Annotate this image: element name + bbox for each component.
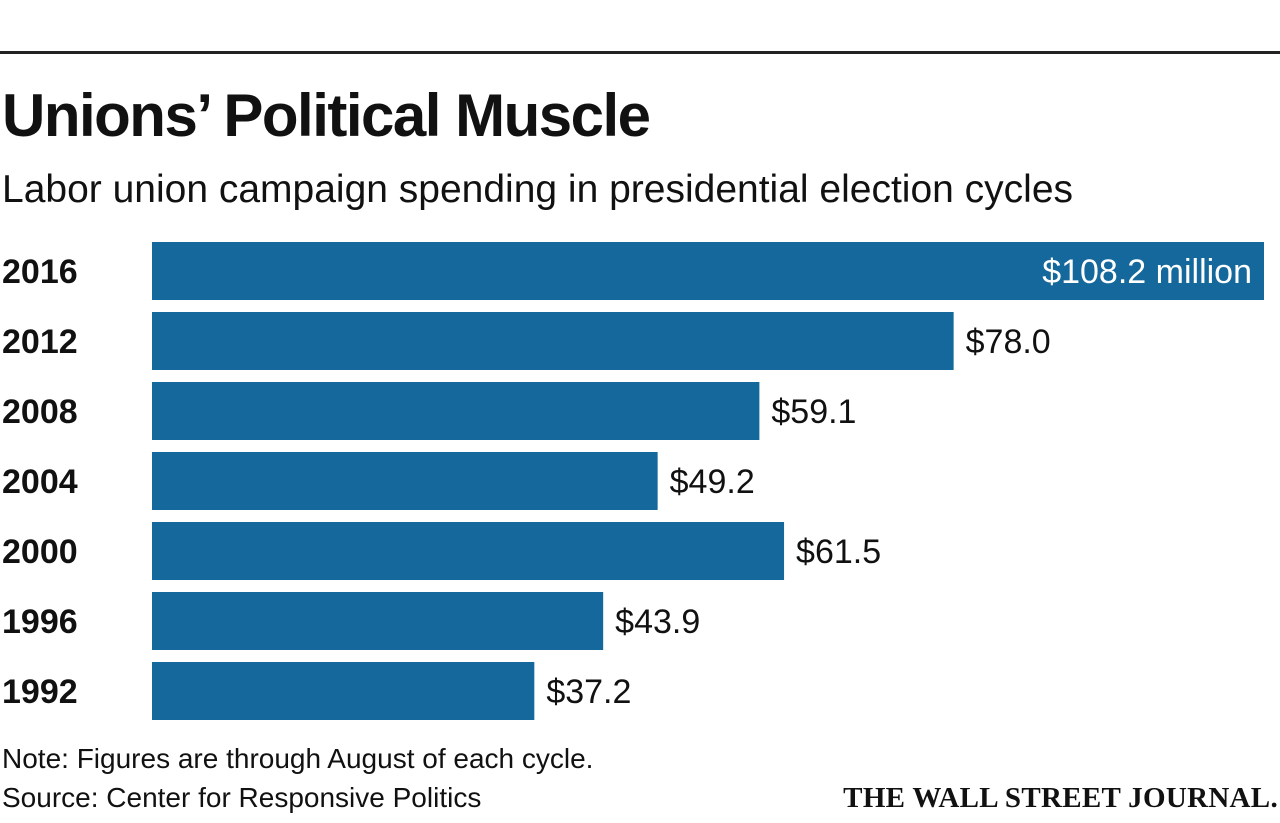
- bar-chart: 2016 2012 2008 2004 2000 1996 1992 $108.2 mill…: [2, 242, 1264, 720]
- value-labels: $108.2 million $78.0 $59.1 $49.2 $61.5 $43.9 $…: [546, 253, 1252, 711]
- chart-note: Note: Figures are through August of each…: [2, 743, 594, 774]
- value-label-2008: $59.1: [771, 393, 856, 431]
- year-label-2004: 2004: [2, 463, 78, 501]
- value-label-2004: $49.2: [670, 463, 755, 501]
- year-label-2016: 2016: [2, 253, 78, 291]
- bar-1996: [152, 592, 604, 650]
- value-label-1992: $37.2: [546, 673, 631, 711]
- year-label-2000: 2000: [2, 533, 78, 571]
- chart-title: Unions’ Political Muscle: [2, 82, 651, 149]
- value-label-2016: $108.2 million: [1042, 253, 1252, 291]
- year-label-1992: 1992: [2, 673, 78, 711]
- bar-2000: [152, 522, 785, 580]
- top-rule: [0, 51, 1280, 54]
- chart-source: Source: Center for Responsive Politics: [2, 782, 482, 813]
- bar-2008: [152, 382, 760, 440]
- year-label-2008: 2008: [2, 393, 78, 431]
- publisher-logo: THE WALL STREET JOURNAL.: [843, 782, 1278, 814]
- value-label-1996: $43.9: [615, 603, 700, 641]
- year-labels: 2016 2012 2008 2004 2000 1996 1992: [2, 253, 78, 711]
- value-label-2000: $61.5: [796, 533, 881, 571]
- value-label-2012: $78.0: [966, 323, 1051, 361]
- bars: [152, 242, 1264, 720]
- year-label-1996: 1996: [2, 603, 78, 641]
- chart-subtitle: Labor union campaign spending in preside…: [2, 168, 1074, 211]
- year-label-2012: 2012: [2, 323, 78, 361]
- bar-2016: [152, 242, 1264, 300]
- bar-2004: [152, 452, 658, 510]
- bar-2012: [152, 312, 954, 370]
- bar-1992: [152, 662, 535, 720]
